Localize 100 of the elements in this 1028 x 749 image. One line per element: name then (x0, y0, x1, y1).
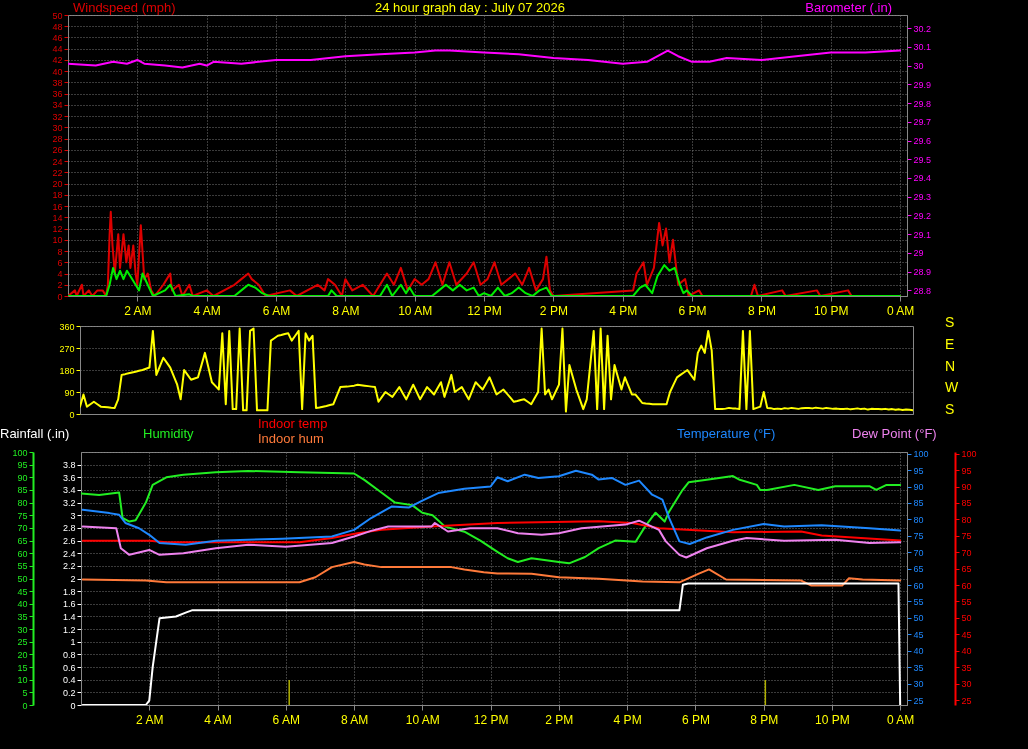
y2-tick-label: 30 (913, 61, 924, 72)
text: N (945, 357, 956, 374)
y2-tick-label: 3.6 (62, 472, 76, 483)
y2-tick-label: 29.6 (913, 136, 932, 147)
y3-tick-label: 75 (913, 531, 924, 542)
x-tick-label: 8 PM (747, 303, 776, 318)
y2-tick-label: 3.4 (62, 485, 76, 496)
y-tick-label: 8 (57, 246, 63, 257)
y2-tick-label: 0.2 (62, 687, 76, 698)
y2-tick-label: 3 (70, 510, 76, 521)
y-tick-label: 24 (52, 156, 63, 167)
text: Temperature (°F) (677, 426, 776, 441)
text: 50 (961, 613, 972, 624)
x-tick-label: 10 AM (405, 712, 440, 727)
y3-tick-label: 25 (913, 695, 924, 706)
y2-tick-label: 1.4 (62, 611, 76, 622)
y-tick-label: 14 (52, 212, 63, 223)
y-tick-label: 180 (59, 365, 75, 376)
text: 40 (961, 646, 972, 657)
text: 65 (961, 564, 972, 575)
y2-tick-label: 0.6 (62, 662, 76, 673)
y2-tick-label: 2.4 (62, 548, 76, 559)
y3-tick-label: 35 (913, 662, 924, 673)
y-tick-label: 32 (52, 111, 63, 122)
line-series (81, 469, 902, 565)
text: 75 (961, 531, 972, 542)
y-tick-label: 0 (69, 409, 75, 420)
y-tick-label: 80 (17, 498, 28, 509)
y3-tick-label: 55 (913, 597, 924, 607)
y-tick-label: 35 (17, 611, 28, 622)
y-tick-label: 28 (52, 134, 63, 145)
y-tick-label: 44 (52, 44, 63, 55)
y2-tick-label: 2.2 (62, 561, 76, 572)
text: Indoor hum (258, 431, 324, 446)
y2-tick-label: 1.6 (62, 599, 76, 610)
x-tick-label: 6 PM (678, 303, 707, 318)
y2-tick-label: 29.1 (913, 229, 932, 240)
y-tick-label: 55 (17, 561, 28, 572)
y-tick-label: 5 (22, 687, 28, 698)
text: 85 (961, 498, 972, 509)
text: 100 (961, 449, 977, 460)
line-series (68, 264, 902, 296)
y-tick-label: 90 (64, 387, 75, 398)
y-tick-label: 4 (57, 269, 63, 280)
y2-tick-label: 3.2 (62, 498, 76, 509)
y2-tick-label: 1 (70, 637, 76, 648)
y3-tick-label: 95 (913, 465, 924, 476)
y2-tick-label: 30.2 (913, 23, 932, 34)
y-tick-label: 50 (17, 574, 28, 584)
y-tick-label: 30 (52, 122, 63, 133)
y-tick-label: 38 (52, 77, 63, 88)
x-tick-label: 4 PM (613, 712, 642, 727)
y-tick-label: 70 (17, 523, 28, 534)
text: S (945, 401, 955, 417)
y2-tick-label: 2.8 (62, 523, 76, 534)
x-tick-label: 6 PM (681, 712, 710, 727)
line-series (80, 327, 913, 413)
y-tick-label: 30 (17, 624, 28, 635)
y2-tick-label: 0.8 (62, 649, 76, 660)
text: Rainfall (.in) (0, 426, 70, 441)
y-tick-label: 100 (12, 447, 28, 458)
text: 25 (961, 695, 972, 706)
y3-tick-label: 40 (913, 646, 924, 657)
text: 30 (961, 679, 972, 690)
y2-tick-label: 29.5 (913, 154, 932, 165)
y-tick-label: 18 (52, 190, 63, 201)
y3-tick-label: 50 (913, 613, 924, 624)
x-tick-label: 0 AM (886, 712, 915, 727)
y-tick-label: 90 (17, 472, 28, 483)
text: Humidity (143, 426, 194, 441)
x-tick-label: 6 AM (262, 303, 291, 318)
y3-tick-label: 65 (913, 564, 924, 575)
y-tick-label: 40 (17, 599, 28, 610)
y-tick-label: 50 (52, 10, 63, 21)
x-tick-label: 2 PM (539, 303, 568, 318)
y2-tick-label: 28.9 (913, 267, 932, 278)
y2-axis-title: Barometer (.in) (805, 0, 892, 15)
y-tick-label: 65 (17, 536, 28, 547)
x-tick-label: 4 PM (609, 303, 638, 318)
y-tick-label: 60 (17, 548, 28, 559)
y-tick-label: 36 (52, 89, 63, 100)
y2-tick-label: 0.4 (62, 675, 76, 686)
y-tick-label: 75 (17, 510, 28, 521)
y3-tick-label: 30 (913, 679, 924, 690)
y2-tick-label: 2.6 (62, 536, 76, 547)
y-tick-label: 2 (57, 280, 63, 291)
y3-tick-label: 70 (913, 547, 924, 558)
y-tick-label: 0 (22, 700, 28, 711)
line-series (81, 520, 902, 544)
y-tick-label: 16 (52, 201, 63, 212)
x-tick-label: 2 AM (136, 712, 164, 727)
y2-tick-label: 28.8 (913, 285, 932, 296)
line-series (81, 469, 902, 546)
y2-tick-label: 29.3 (913, 192, 932, 203)
y2-tick-label: 29.2 (913, 210, 932, 221)
y2-tick-label: 1.2 (62, 624, 76, 635)
x-tick-label: 12 PM (473, 712, 509, 727)
x-tick-label: 10 AM (398, 303, 433, 318)
x-tick-label: 2 AM (124, 303, 152, 318)
x-tick-label: 8 AM (332, 303, 360, 318)
